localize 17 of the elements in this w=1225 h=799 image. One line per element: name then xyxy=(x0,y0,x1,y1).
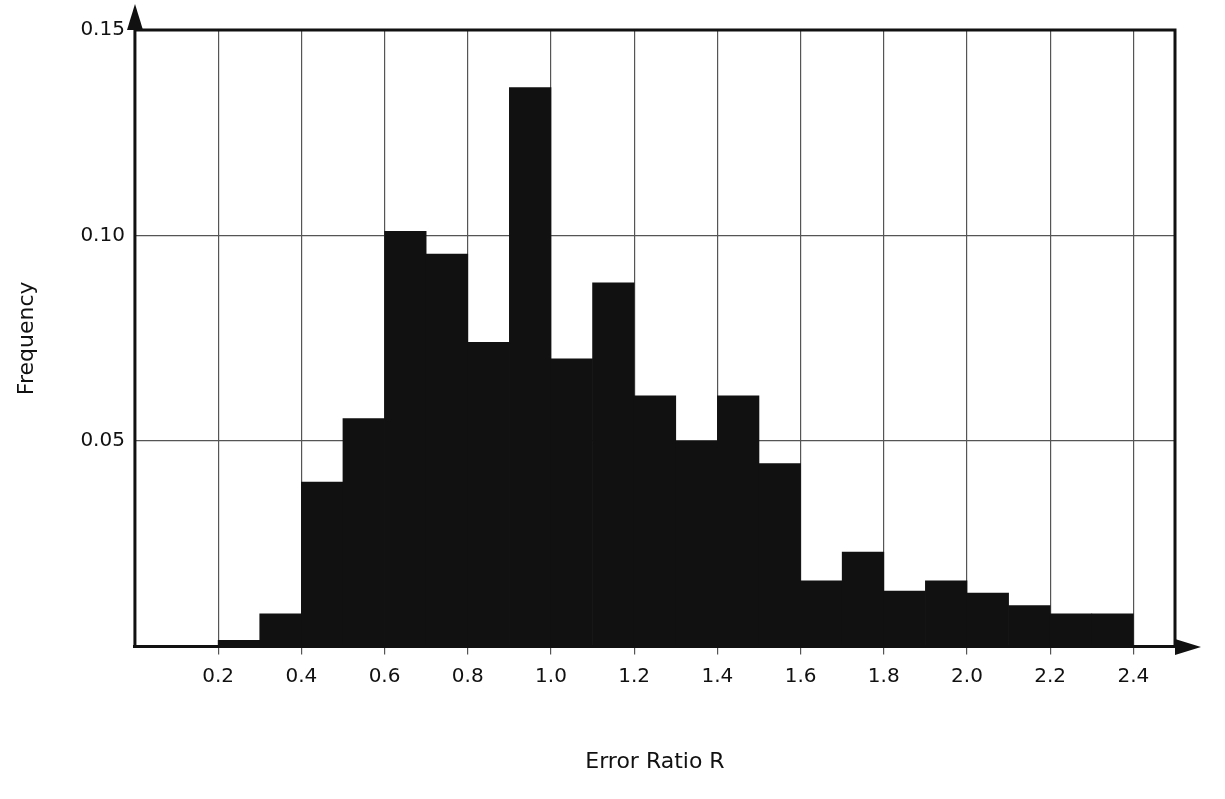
x-tick-label: 1.8 xyxy=(867,662,900,687)
y-tick-label: 0.10 xyxy=(80,221,125,246)
y-axis-title: Frequency xyxy=(12,281,38,396)
x-tick-label: 0.8 xyxy=(451,662,484,687)
x-tick-label: 0.2 xyxy=(202,662,235,687)
x-tick-label: 2.0 xyxy=(951,662,983,687)
x-axis-title: Error Ratio R xyxy=(585,747,725,773)
x-tick-label: 1.0 xyxy=(535,662,567,687)
x-tick-label: 1.4 xyxy=(701,662,734,687)
x-tick-label: 0.4 xyxy=(285,662,318,687)
y-tick-label: 0.15 xyxy=(80,16,125,41)
x-tick-label: 2.2 xyxy=(1034,662,1067,687)
x-tick-label: 1.6 xyxy=(784,662,817,687)
y-tick-label: 0.05 xyxy=(80,427,125,452)
x-tick-label: 0.6 xyxy=(368,662,401,687)
x-tick-label: 1.2 xyxy=(618,662,651,687)
x-tick-label: 2.4 xyxy=(1117,662,1150,687)
